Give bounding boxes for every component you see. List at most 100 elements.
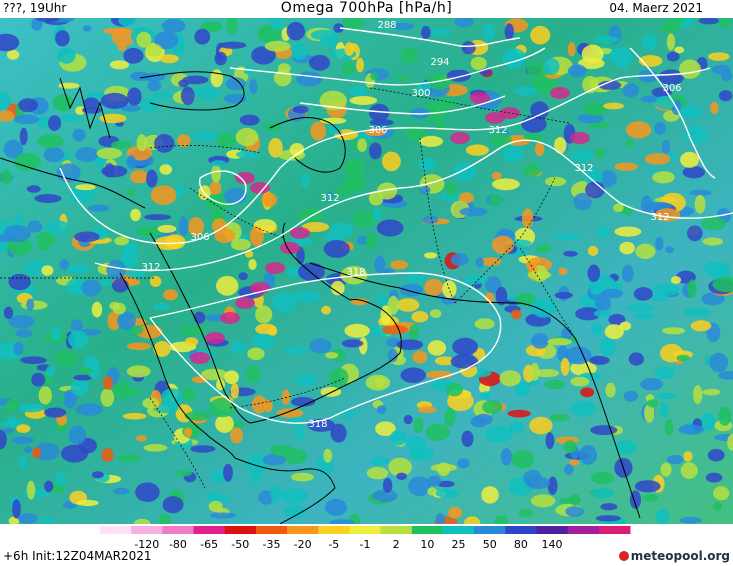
field-cell bbox=[45, 365, 55, 377]
field-cell bbox=[585, 181, 605, 199]
field-cell bbox=[547, 338, 572, 346]
field-cell bbox=[531, 333, 549, 349]
field-cell bbox=[323, 240, 350, 258]
field-cell bbox=[60, 444, 89, 463]
brand-logo[interactable]: meteopool.org bbox=[618, 549, 730, 563]
field-cell bbox=[382, 151, 401, 172]
field-cell bbox=[619, 241, 635, 255]
field-cell bbox=[424, 278, 444, 296]
field-cell bbox=[6, 49, 20, 60]
colorbar-labels: -120 -80 -65 -50 -35 -20 -5 -1 2 10 25 50 80 140 bbox=[0, 538, 733, 552]
field-cell bbox=[479, 257, 502, 266]
field-cell bbox=[342, 18, 365, 30]
field-cell bbox=[175, 185, 186, 197]
field-cell bbox=[642, 494, 659, 502]
field-cell bbox=[485, 292, 495, 305]
contour-label: 306 bbox=[368, 125, 387, 136]
field-cell bbox=[238, 272, 248, 281]
field-cell bbox=[597, 225, 610, 239]
field-cell bbox=[8, 315, 35, 329]
field-cell bbox=[0, 33, 20, 52]
contour-288 bbox=[339, 27, 521, 48]
colorbar-tick-label: 2 bbox=[392, 538, 400, 551]
contour-label: 306 bbox=[662, 83, 681, 94]
field-cell bbox=[14, 152, 41, 172]
field-cell bbox=[465, 144, 489, 156]
field-cell bbox=[437, 462, 451, 477]
field-cell bbox=[154, 134, 175, 153]
field-cell bbox=[655, 508, 670, 524]
field-cell bbox=[702, 237, 724, 246]
field-cell bbox=[136, 226, 165, 237]
map-canvas: 288 294 300 306 306 306 312 312 312 312 312 318 318 bbox=[0, 18, 733, 524]
run-label: ???, 19Uhr bbox=[3, 1, 67, 15]
field-cell-strong bbox=[485, 112, 505, 124]
field-cell bbox=[518, 509, 534, 518]
field-cell bbox=[400, 367, 427, 383]
field-cell bbox=[470, 56, 487, 70]
field-cell bbox=[598, 80, 622, 90]
field-cell bbox=[118, 18, 137, 27]
field-cell bbox=[113, 382, 132, 400]
field-cell bbox=[246, 365, 261, 383]
field-cell bbox=[328, 367, 349, 388]
field-cell bbox=[153, 341, 171, 357]
field-cell bbox=[448, 506, 463, 519]
field-cell bbox=[530, 362, 540, 381]
field-cell bbox=[280, 488, 308, 504]
field-cell bbox=[230, 238, 251, 251]
field-cell bbox=[276, 408, 304, 418]
field-cell bbox=[356, 57, 365, 73]
field-cell bbox=[633, 287, 653, 301]
field-cell-strong bbox=[235, 297, 255, 309]
field-cell bbox=[589, 356, 610, 365]
field-cell bbox=[244, 250, 254, 258]
colorbar-swatch bbox=[411, 526, 444, 534]
field-cell bbox=[635, 243, 656, 259]
field-cell bbox=[406, 273, 424, 284]
field-cell bbox=[321, 305, 331, 315]
colorbar-swatch bbox=[224, 526, 257, 534]
field-cell bbox=[249, 226, 264, 247]
logo-icon bbox=[618, 551, 629, 561]
field-cell bbox=[0, 110, 15, 122]
field-cell bbox=[462, 275, 488, 285]
field-cell bbox=[654, 95, 676, 110]
field-cell bbox=[461, 430, 474, 447]
field-cell bbox=[205, 314, 225, 322]
field-cell bbox=[289, 143, 305, 156]
field-cell bbox=[109, 60, 129, 70]
field-cell bbox=[434, 356, 456, 366]
field-cell bbox=[5, 399, 18, 412]
field-cell bbox=[68, 330, 88, 349]
field-cell bbox=[100, 388, 115, 407]
colorbar-swatch bbox=[349, 526, 382, 534]
field-cell bbox=[193, 311, 206, 324]
field-cell bbox=[3, 139, 24, 159]
contour-310-small bbox=[198, 170, 247, 205]
field-cell bbox=[511, 450, 535, 469]
field-cell bbox=[135, 482, 160, 503]
contour-label: 306 bbox=[190, 232, 209, 243]
field-cell bbox=[85, 92, 106, 99]
field-cell bbox=[583, 102, 607, 116]
field-cell bbox=[429, 309, 442, 318]
field-cell bbox=[0, 429, 7, 450]
omega-map: 288 294 300 306 306 306 312 312 312 312 312 318 318 bbox=[0, 18, 733, 524]
field-cell bbox=[593, 36, 619, 44]
field-cell bbox=[427, 340, 447, 356]
field-cell bbox=[680, 462, 698, 479]
header: ???, 19Uhr Omega 700hPa [hPa/h] 04. Maer… bbox=[0, 0, 733, 18]
field-cell bbox=[534, 142, 545, 157]
field-cell bbox=[75, 146, 99, 163]
field-cell bbox=[544, 176, 567, 187]
border-saudi-iraq bbox=[189, 187, 286, 239]
field-cell bbox=[523, 133, 544, 142]
colorbar-tick-label: -35 bbox=[262, 538, 281, 551]
field-cell bbox=[130, 208, 141, 222]
field-cell bbox=[399, 283, 424, 297]
field-cell bbox=[235, 127, 259, 147]
colorbar-tick-label: -120 bbox=[134, 538, 160, 551]
height-contours bbox=[59, 27, 733, 424]
field-cell bbox=[271, 292, 298, 313]
